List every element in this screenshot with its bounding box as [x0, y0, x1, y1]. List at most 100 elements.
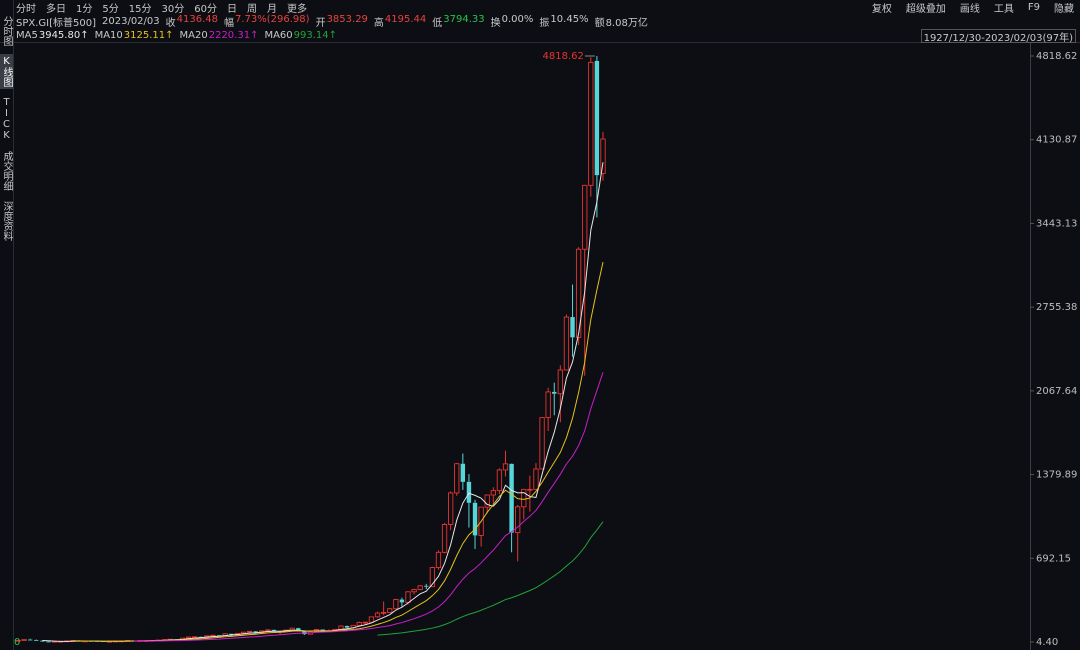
- sidebar-tab[interactable]: TICK: [1, 97, 12, 141]
- legend-value: 3945.80↑: [38, 29, 89, 41]
- field-value: 7.73%(296.98): [235, 13, 310, 25]
- sidebar: 分时图 K线图 TICK 成交明细深度资料: [0, 0, 13, 243]
- sidebar-tab[interactable]: K线图: [0, 54, 13, 89]
- legend-name: MA60: [264, 29, 293, 41]
- candle-body: [521, 488, 527, 508]
- tool-button[interactable]: 隐藏: [1054, 3, 1074, 15]
- field-label: 收: [165, 17, 176, 29]
- period-button[interactable]: 60分: [194, 3, 217, 15]
- candle-body: [582, 184, 588, 250]
- tool-button[interactable]: 超级叠加: [905, 3, 946, 15]
- period-button[interactable]: 5分: [102, 3, 119, 15]
- candle-body: [417, 585, 423, 590]
- y-tick-label: 2067.64: [1036, 386, 1077, 397]
- candle-body: [570, 317, 575, 338]
- candle-body: [46, 641, 51, 643]
- period-toolbar: 分时 多日 1分 5分 15分 30分 60分日周月更多: [16, 0, 307, 15]
- y-tick-label: 3443.13: [1036, 218, 1077, 229]
- legend-name: MA20: [179, 29, 208, 41]
- candle-body: [454, 463, 460, 494]
- period-button[interactable]: 1分: [76, 3, 93, 15]
- candle-body: [368, 616, 375, 623]
- field-label: 高: [373, 17, 384, 29]
- candle-body: [557, 369, 563, 395]
- y-tick-label: 1379.89: [1036, 470, 1077, 481]
- candle-body: [246, 630, 253, 633]
- candle-body: [15, 639, 21, 642]
- quote-date: 2023/02/03: [102, 15, 160, 27]
- sidebar-tab[interactable]: 分时图: [1, 16, 12, 46]
- quote-field: 换 0.00%: [491, 14, 534, 29]
- y-tick-label: 4.40: [1036, 637, 1058, 648]
- candle-body: [563, 316, 570, 371]
- field-label: 额: [594, 17, 605, 29]
- y-tick-label: 4818.62: [1036, 51, 1077, 62]
- candle-body: [271, 629, 277, 632]
- candle-body: [552, 391, 557, 394]
- candle-body: [496, 469, 503, 492]
- legend-item: MA10 3125.11↑: [95, 30, 174, 41]
- tool-button[interactable]: F9: [1027, 1, 1040, 13]
- candle-body: [405, 591, 411, 603]
- candle-body: [40, 640, 45, 642]
- field-value: 3853.29: [326, 13, 368, 25]
- candle-body: [27, 639, 33, 641]
- quote-field: 低 3794.33: [432, 14, 484, 29]
- tool-button[interactable]: 画线: [959, 3, 980, 15]
- ma-legend: MA5 3945.80↑ MA10 3125.11↑ MA20 2220.31↑ MA60 9…: [16, 28, 337, 42]
- period-button[interactable]: 月: [266, 3, 277, 15]
- period-button[interactable]: 15分: [128, 3, 152, 15]
- candle-body: [509, 463, 514, 533]
- candle-body: [472, 502, 478, 536]
- period-button[interactable]: 更多: [286, 3, 307, 15]
- candle-body: [356, 622, 362, 626]
- ma-line: [72, 262, 604, 642]
- period-button[interactable]: 多日: [46, 3, 66, 15]
- legend-value: 993.14↑: [293, 29, 338, 41]
- y-tick-label: 692.15: [1036, 553, 1071, 564]
- period-button[interactable]: 周: [246, 3, 257, 15]
- legend-name: MA10: [94, 29, 123, 41]
- candle-body: [393, 599, 399, 610]
- legend-item: MA60 993.14↑: [264, 30, 337, 41]
- candle-body: [588, 61, 594, 186]
- tool-button[interactable]: 复权: [871, 3, 892, 15]
- candle-body: [216, 635, 222, 637]
- legend-item: MA5 3945.80↑: [16, 30, 89, 41]
- sidebar-tab[interactable]: 成交明细: [1, 151, 12, 191]
- candle-body: [484, 494, 490, 508]
- date-range[interactable]: 1927/12/30-2023/02/03(97年): [920, 29, 1076, 44]
- sidebar-tab[interactable]: 深度资料: [1, 201, 12, 241]
- period-button[interactable]: 30分: [161, 3, 185, 15]
- candle-body: [34, 639, 39, 641]
- candle-body: [387, 608, 393, 613]
- quote-field: 额 8.08万亿: [595, 14, 648, 29]
- candle-body: [515, 506, 521, 534]
- quote-field: 开 3853.29: [316, 14, 368, 29]
- period-button[interactable]: 日: [226, 3, 237, 15]
- tool-menu: 复权 超级叠加 画线 工具 F9 隐藏: [871, 0, 1074, 15]
- y-tick-label: 2755.38: [1036, 302, 1077, 313]
- candle-body: [478, 506, 484, 536]
- candle-body: [435, 551, 442, 569]
- candle-body: [539, 417, 545, 470]
- candle-body: [411, 589, 417, 593]
- candle-body: [21, 639, 27, 641]
- tool-button[interactable]: 工具: [993, 3, 1014, 15]
- quote-field: 高 4195.44: [374, 14, 426, 29]
- candle-body: [533, 468, 539, 490]
- candle-body: [229, 633, 234, 635]
- ma-line: [42, 162, 604, 642]
- legend-value: 3125.11↑: [123, 29, 174, 41]
- field-label: 换: [490, 17, 501, 29]
- field-label: 振: [539, 17, 550, 29]
- quote-field: 振 10.45%: [539, 14, 588, 29]
- field-value: 3794.33: [443, 13, 485, 25]
- period-button[interactable]: 分时: [16, 3, 36, 15]
- field-label: 幅: [224, 17, 234, 29]
- candle-body: [429, 567, 436, 588]
- candle-body: [198, 636, 204, 638]
- symbol: SPX.GI[标普500]: [16, 17, 96, 29]
